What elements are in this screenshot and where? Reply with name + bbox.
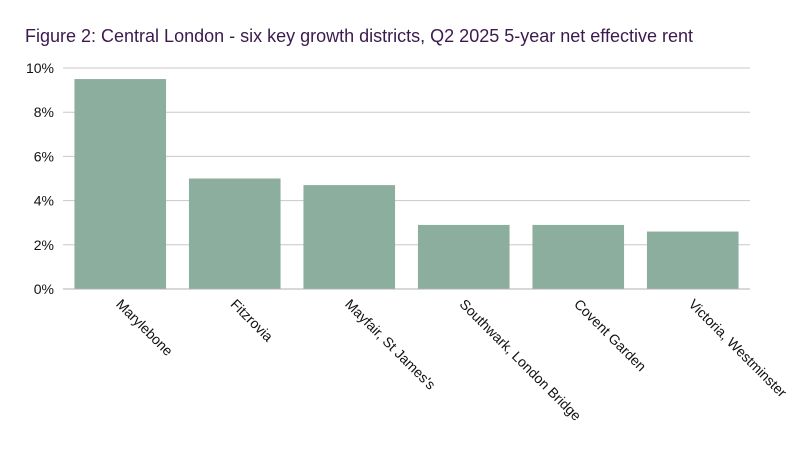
y-tick-label: 0%: [34, 281, 54, 297]
y-tick-label: 6%: [34, 148, 54, 164]
x-tick-label: Victoria, Westminster: [686, 296, 791, 401]
y-tick-label: 10%: [26, 60, 54, 76]
bar: [74, 79, 167, 289]
x-tick-labels: Marylebone Fitzrovia Mayfair, St James's So…: [113, 296, 790, 424]
x-tick-label: Covent Garden: [571, 296, 649, 374]
x-tick-label: Mayfair, St James's: [342, 296, 439, 393]
bar: [532, 224, 625, 289]
y-tick-label: 8%: [34, 104, 54, 120]
bar: [646, 231, 739, 289]
bar: [417, 224, 510, 289]
y-tick-label: 4%: [34, 193, 54, 209]
bars: [74, 79, 739, 289]
bar: [188, 178, 281, 289]
chart-title: Figure 2: Central London - six key growt…: [25, 26, 693, 46]
x-tick-label: Fitzrovia: [228, 296, 277, 345]
x-tick-label: Southwark, London Bridge: [457, 296, 585, 424]
y-tick-label: 2%: [34, 237, 54, 253]
y-tick-labels: 0% 2% 4% 6% 8% 10%: [26, 60, 54, 297]
bar: [303, 185, 396, 289]
x-tick-label: Marylebone: [113, 296, 176, 359]
grid-lines: [63, 67, 750, 246]
